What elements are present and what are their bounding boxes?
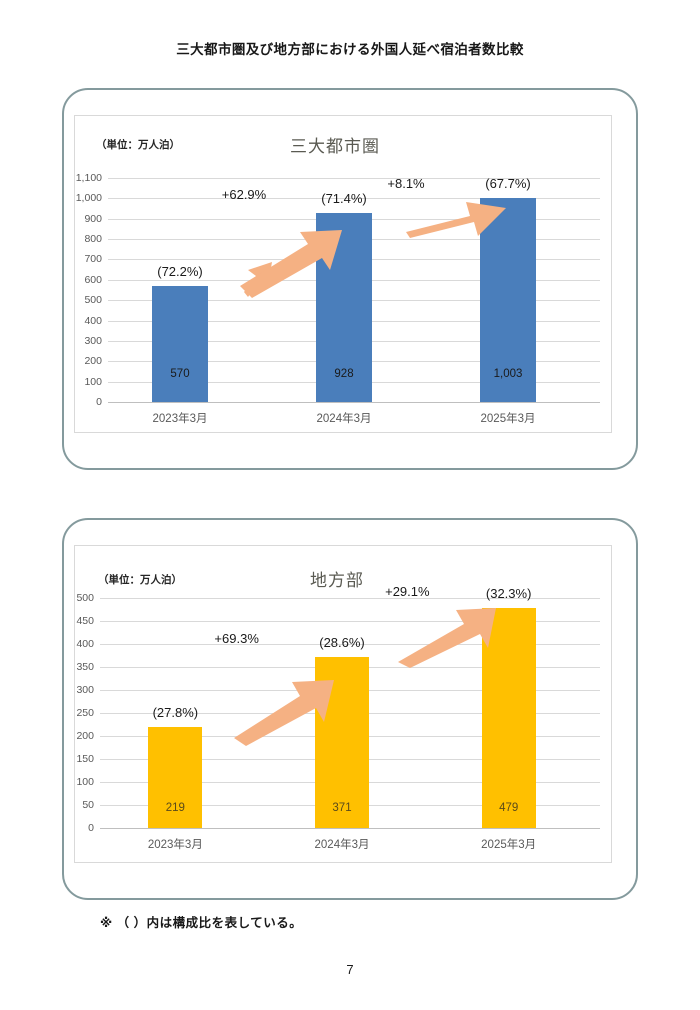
plot-area-chart2: 500 450 400 350 300 250 200 150 100 50 0 219 (27.8%)… xyxy=(76,584,600,851)
growth-rate-label: +8.1% xyxy=(387,175,425,191)
bar-value-label: 479 xyxy=(499,802,519,814)
gridline xyxy=(108,198,600,200)
gridline xyxy=(100,598,600,599)
y-axis-tick-label: 300 xyxy=(84,334,102,347)
y-axis-tick-label: 500 xyxy=(84,294,102,307)
share-label: (27.8%) xyxy=(152,705,199,721)
y-axis-tick-label: 200 xyxy=(76,730,94,742)
x-axis-category-label: 2024年3月 xyxy=(314,839,370,851)
y-axis-tick-label: 0 xyxy=(88,822,94,834)
bar-value-label: 570 xyxy=(170,368,190,380)
x-axis-category-label: 2024年3月 xyxy=(316,413,372,425)
share-label: (32.3%) xyxy=(485,585,532,601)
growth-arrow-2-chart1 xyxy=(406,202,506,238)
bar-value-label: 1,003 xyxy=(493,368,523,380)
y-axis-tick-label: 700 xyxy=(84,253,102,266)
y-axis-tick-label: 250 xyxy=(76,707,94,719)
chart-title-chart1: 三大都市圏 xyxy=(290,137,380,156)
gridline xyxy=(108,178,600,179)
unit-label-chart1: （単位：万人泊） xyxy=(96,139,180,151)
y-axis-tick-label: 400 xyxy=(76,638,94,650)
growth-rate-label: +29.1% xyxy=(385,583,430,599)
x-axis-category-label: 2025年3月 xyxy=(481,839,537,851)
footnote: ※ （ ）内は構成比を表している。 xyxy=(100,916,303,930)
growth-arrow-2-chart2 xyxy=(398,608,496,668)
y-axis-tick-label: 800 xyxy=(84,233,102,246)
y-axis-tick-label: 0 xyxy=(96,396,102,408)
growth-arrow-1-chart2 xyxy=(234,680,334,746)
y-axis-tick-label: 600 xyxy=(84,273,102,286)
bar-value-label: 371 xyxy=(332,802,352,814)
gridline xyxy=(100,644,600,645)
y-axis-tick-label: 450 xyxy=(76,615,94,627)
unit-label-chart2: （単位：万人泊） xyxy=(98,574,182,586)
x-axis-category-label: 2025年3月 xyxy=(480,413,536,425)
chart-title-chart2: 地方部 xyxy=(310,571,364,590)
y-axis-tick-label: 900 xyxy=(84,212,102,225)
y-axis-tick-label: 300 xyxy=(76,684,94,696)
axis-baseline xyxy=(108,402,600,403)
gridline xyxy=(100,621,600,622)
share-label: (71.4%) xyxy=(321,191,367,207)
growth-rate-label: +62.9% xyxy=(221,187,267,203)
page-title: 三大都市圏及び地方部における外国人延べ宿泊者数比較 xyxy=(176,42,524,57)
y-axis-tick-label: 400 xyxy=(84,314,102,327)
page-number: 7 xyxy=(346,962,354,977)
growth-arrow-1-chart1 xyxy=(240,230,342,298)
y-axis-tick-label: 100 xyxy=(84,375,102,388)
x-axis-category-label: 2023年3月 xyxy=(152,413,208,425)
y-axis-tick-label: 50 xyxy=(82,799,94,811)
share-label: (28.6%) xyxy=(319,635,365,651)
y-axis-tick-label: 1,000 xyxy=(75,192,102,205)
bar-2023年3月: 219 xyxy=(148,727,203,828)
bar-2025年3月: 1,003 xyxy=(480,197,536,402)
axis-baseline xyxy=(100,828,600,829)
growth-rate-label: +69.3% xyxy=(214,631,259,647)
y-axis-tick-label: 500 xyxy=(76,592,94,604)
y-axis-tick-label: 150 xyxy=(76,753,94,765)
x-axis-category-label: 2023年3月 xyxy=(147,839,203,851)
share-label: (72.2%) xyxy=(157,263,203,279)
y-axis-tick-label: 200 xyxy=(84,355,102,368)
plot-area-chart1: 1,100 1,000 900 800 700 600 500 400 300 200 100 0 57… xyxy=(76,172,600,425)
y-axis-tick-label: 350 xyxy=(76,661,94,673)
y-axis-tick-label: 1,100 xyxy=(75,172,102,184)
y-axis-tick-label: 100 xyxy=(76,776,94,788)
bar-value-label: 219 xyxy=(165,802,185,814)
bar-2025年3月: 479 xyxy=(481,607,536,828)
bar-value-label: 928 xyxy=(334,368,354,380)
share-label: (67.7%) xyxy=(485,175,531,191)
bar-2023年3月: 570 xyxy=(152,285,208,402)
